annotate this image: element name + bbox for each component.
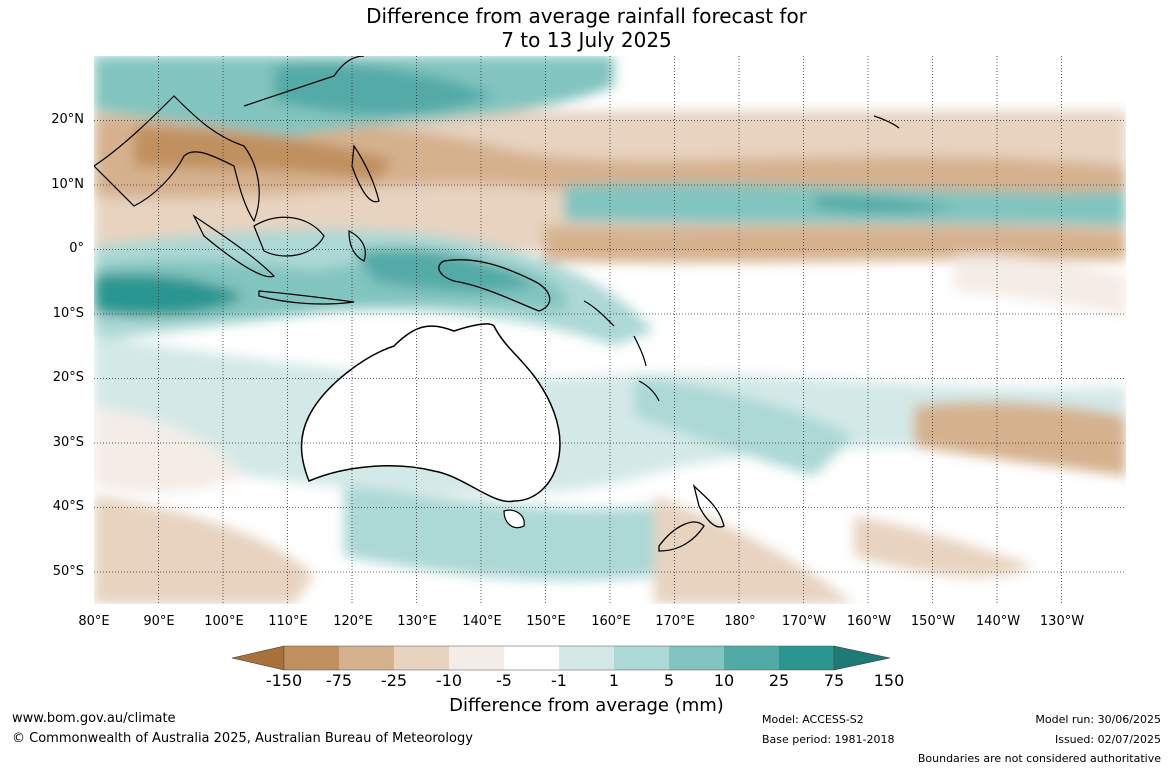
- new-guinea: [438, 259, 551, 312]
- lon-label-100e: 100°E: [204, 614, 244, 629]
- lon-label-180: 180°: [724, 614, 756, 629]
- tasmania: [503, 509, 525, 529]
- legend-arrow-low: [232, 645, 285, 671]
- lon-label-130w: 130°W: [1039, 614, 1085, 629]
- legend-tick-11: 75: [823, 671, 845, 690]
- legend-swatch-7: [614, 646, 669, 670]
- lon-label-170e: 170°E: [655, 614, 695, 629]
- footer-issued: Issued: 02/07/2025: [1054, 733, 1161, 746]
- new-zealand-south: [658, 521, 705, 552]
- legend-tick-12: 150: [873, 671, 905, 690]
- legend-label: Difference from average (mm): [449, 695, 724, 716]
- legend-tick-7: 1: [608, 671, 620, 690]
- hawaii: [873, 115, 900, 129]
- lon-label-140e: 140°E: [462, 614, 502, 629]
- legend-tick-9: 10: [713, 671, 735, 690]
- lon-label-90e: 90°E: [143, 614, 175, 629]
- lat-label-40s: 40°S: [52, 499, 84, 514]
- legend-tick-10: 25: [768, 671, 790, 690]
- footer-model: Model: ACCESS-S2: [762, 713, 864, 726]
- legend-colorbar: [232, 645, 891, 671]
- lat-label-20s: 20°S: [52, 370, 84, 385]
- lat-label-30s: 30°S: [52, 435, 84, 450]
- legend-swatch-10: [779, 646, 834, 670]
- legend-swatch-3: [394, 646, 449, 670]
- legend-tick-8: 5: [663, 671, 675, 690]
- vanuatu: [633, 335, 647, 367]
- china-coastline: [243, 56, 365, 107]
- graticule: [94, 56, 1126, 604]
- lon-label-150e: 150°E: [526, 614, 566, 629]
- australia-landmass: [300, 323, 561, 503]
- rainfall-map-svg: [94, 56, 1126, 604]
- lon-label-80e: 80°E: [78, 614, 110, 629]
- title-line-1: Difference from average rainfall forecas…: [366, 4, 807, 28]
- map-title: Difference from average rainfall forecas…: [0, 4, 1173, 52]
- sulawesi: [348, 230, 366, 262]
- footer-model-run: Model run: 30/06/2025: [1035, 713, 1161, 726]
- lat-label-0: 0°: [69, 241, 84, 256]
- legend-arrow-high: [833, 645, 891, 671]
- footer-disclaimer: Boundaries are not considered authoritat…: [917, 752, 1161, 765]
- legend-tick-1: -150: [265, 671, 303, 690]
- title-line-2: 7 to 13 July 2025: [501, 28, 672, 52]
- lon-label-160e: 160°E: [591, 614, 631, 629]
- lon-label-150w: 150°W: [910, 614, 956, 629]
- lon-label-170w: 170°W: [781, 614, 827, 629]
- legend-tick-4: -10: [435, 671, 463, 690]
- footer-base-period: Base period: 1981-2018: [762, 733, 895, 746]
- footer-copyright: © Commonwealth of Australia 2025, Austra…: [12, 731, 473, 746]
- legend-swatch-2: [339, 646, 394, 670]
- legend-tick-5: -5: [496, 671, 512, 690]
- lon-label-110e: 110°E: [268, 614, 308, 629]
- lon-label-140w: 140°W: [975, 614, 1021, 629]
- lat-label-10n: 10°N: [51, 177, 84, 192]
- lon-label-130e: 130°E: [397, 614, 437, 629]
- rainfall-map: [94, 56, 1126, 604]
- java: [258, 290, 355, 305]
- lat-label-50s: 50°S: [52, 564, 84, 579]
- legend-swatch-5: [504, 646, 559, 670]
- lon-label-160w: 160°W: [846, 614, 892, 629]
- borneo: [253, 216, 325, 257]
- legend-tick-3: -25: [380, 671, 408, 690]
- new-caledonia: [638, 380, 660, 402]
- legend-swatch-9: [724, 646, 779, 670]
- solomon-islands: [583, 300, 615, 327]
- sumatra: [192, 214, 276, 278]
- lat-label-10s: 10°S: [52, 306, 84, 321]
- footer-url[interactable]: www.bom.gov.au/climate: [12, 711, 176, 726]
- legend-swatch-6: [559, 646, 614, 670]
- asia-coastline: [94, 95, 260, 223]
- lon-label-120e: 120°E: [333, 614, 373, 629]
- legend-frame: [283, 645, 835, 671]
- legend-swatch-8: [669, 646, 724, 670]
- legend-tick-2: -75: [325, 671, 353, 690]
- legend-tick-6: -1: [551, 671, 567, 690]
- philippines: [351, 144, 380, 203]
- new-zealand-north: [692, 483, 725, 528]
- lat-label-20n: 20°N: [51, 112, 84, 127]
- legend-swatch-4: [449, 646, 504, 670]
- legend-swatch-1: [284, 646, 339, 670]
